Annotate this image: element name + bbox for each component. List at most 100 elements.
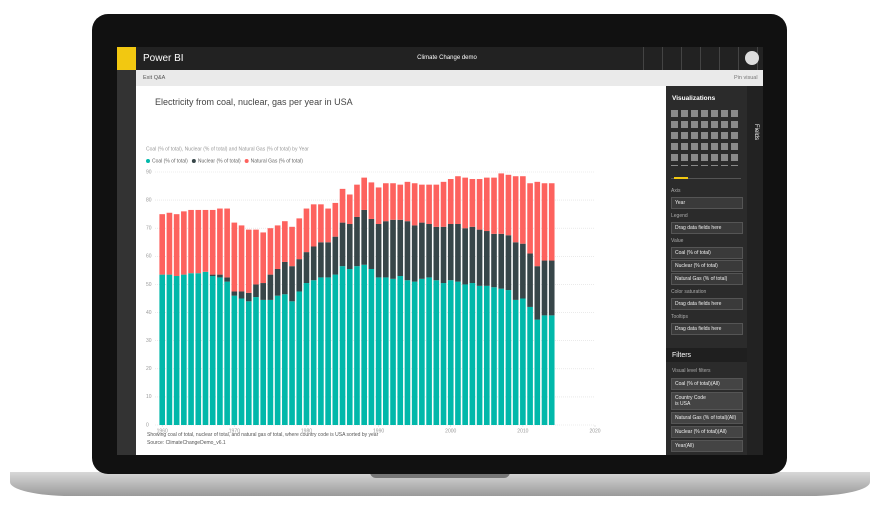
- qna-question[interactable]: Electricity from coal, nuclear, gas per …: [155, 97, 353, 107]
- bar-segment: [375, 187, 382, 225]
- y-tick-label: 50: [146, 282, 152, 288]
- y-tick-label: 90: [146, 169, 152, 175]
- bar-segment: [512, 299, 519, 425]
- bar-segment: [361, 177, 367, 210]
- bar-segment: [541, 315, 548, 425]
- bar-segment: [469, 179, 476, 227]
- bar-segment: [166, 274, 173, 425]
- filters-pane: Filters Visual level filters Coal (% of …: [666, 348, 747, 455]
- well-item[interactable]: Coal (% of total): [671, 247, 743, 259]
- bar-segment: [397, 219, 404, 277]
- well-item[interactable]: Drag data fields here: [671, 298, 743, 310]
- fields-strip[interactable]: Fields: [747, 86, 763, 455]
- y-tick-label: 60: [146, 254, 152, 260]
- bar-segment: [419, 184, 425, 223]
- well-item[interactable]: Nuclear (% of total): [671, 260, 743, 272]
- bar-segment: [346, 268, 353, 425]
- bar-segment: [260, 299, 267, 425]
- bar-segment: [548, 260, 555, 316]
- bar-segment: [289, 266, 295, 302]
- bar-segment: [332, 236, 339, 275]
- bar-segment: [462, 228, 468, 285]
- y-tick-label: 20: [146, 366, 152, 372]
- bar-segment: [390, 278, 396, 425]
- y-tick-label: 10: [146, 394, 152, 400]
- bar-segment: [411, 183, 418, 226]
- well-item[interactable]: Drag data fields here: [671, 323, 743, 335]
- well-label: Tooltips: [671, 314, 688, 320]
- toolbar-icons[interactable]: [625, 47, 763, 70]
- filter-item[interactable]: Coal (% of total)(All): [671, 378, 743, 390]
- well-item[interactable]: Drag data fields here: [671, 222, 743, 234]
- exit-qna[interactable]: Exit Q&A: [143, 75, 166, 81]
- bar-segment: [318, 204, 324, 243]
- bar-segment: [267, 228, 274, 275]
- app-launcher[interactable]: [117, 47, 136, 70]
- left-nav: [117, 70, 136, 455]
- bar-segment: [346, 224, 353, 269]
- legend-swatch: [191, 159, 196, 163]
- well-label: Value: [671, 238, 684, 244]
- well-item[interactable]: Year: [671, 197, 743, 209]
- bar-segment: [202, 209, 209, 272]
- chart: Coal (% of total), Nuclear (% of total) …: [146, 146, 601, 434]
- bar-segment: [368, 182, 375, 219]
- pane-tabs[interactable]: [671, 170, 741, 179]
- bar-segment: [440, 181, 447, 227]
- well-label: Axis: [671, 188, 681, 194]
- bar-segment: [455, 224, 461, 282]
- x-tick-label: 2010: [517, 428, 528, 434]
- bar-segment: [209, 274, 216, 277]
- field-wells: Axis Year Legend Drag data fields here Value…: [671, 184, 743, 336]
- bar-segment: [318, 242, 324, 278]
- bar-segment: [455, 176, 461, 225]
- pin-visual[interactable]: Pin visual: [734, 75, 758, 81]
- bar-segment: [375, 277, 382, 425]
- bar-segment: [260, 232, 267, 284]
- bar-segment: [368, 268, 375, 425]
- bar-segment: [231, 291, 238, 296]
- bar-segment: [332, 274, 339, 425]
- bar-segment: [426, 184, 432, 225]
- bar-segment: [303, 283, 310, 425]
- bar-segment: [253, 229, 259, 285]
- bar-segment: [390, 219, 396, 279]
- bar-segment: [282, 294, 288, 425]
- filter-item[interactable]: Country Code is USA: [671, 392, 743, 410]
- filter-item[interactable]: Year(All): [671, 440, 743, 452]
- bar-segment: [512, 176, 519, 243]
- fields-tab[interactable]: Fields: [753, 124, 759, 141]
- bar-segment: [166, 212, 173, 275]
- avatar[interactable]: [745, 51, 759, 65]
- bar-segment: [310, 204, 317, 247]
- bar-segment: [332, 202, 339, 237]
- bar-segment: [520, 176, 526, 244]
- bar-segment: [390, 183, 396, 220]
- x-tick-label: 2000: [445, 428, 456, 434]
- x-tick-label: 1990: [373, 428, 384, 434]
- x-tick-label: 2020: [589, 428, 600, 434]
- bar-segment: [476, 285, 483, 425]
- filter-item[interactable]: Nuclear (% of total)(All): [671, 426, 743, 438]
- bar-segment: [339, 266, 346, 425]
- visual-icons[interactable]: [671, 110, 741, 166]
- bar-segment: [202, 271, 209, 425]
- bar-segment: [354, 266, 360, 425]
- bar-segment: [195, 209, 202, 274]
- bar-segment: [462, 284, 468, 425]
- bar-segment: [397, 184, 404, 220]
- well-label: Color saturation: [671, 289, 707, 295]
- bar-segment: [339, 222, 346, 267]
- bar-segment: [274, 268, 281, 296]
- well-item[interactable]: Natural Gas (% of total): [671, 273, 743, 285]
- bar-segment: [440, 283, 447, 425]
- filter-list: Coal (% of total)(All) Country Code is US…: [671, 378, 743, 454]
- bar-segment: [296, 291, 303, 425]
- bar-segment: [383, 221, 389, 278]
- bar-segment: [354, 216, 360, 267]
- filter-item[interactable]: Natural Gas (% of total)(All): [671, 412, 743, 424]
- bar-segment: [253, 284, 259, 298]
- bar-segment: [282, 221, 288, 262]
- bar-segment: [383, 277, 389, 425]
- y-tick-label: 70: [146, 226, 152, 232]
